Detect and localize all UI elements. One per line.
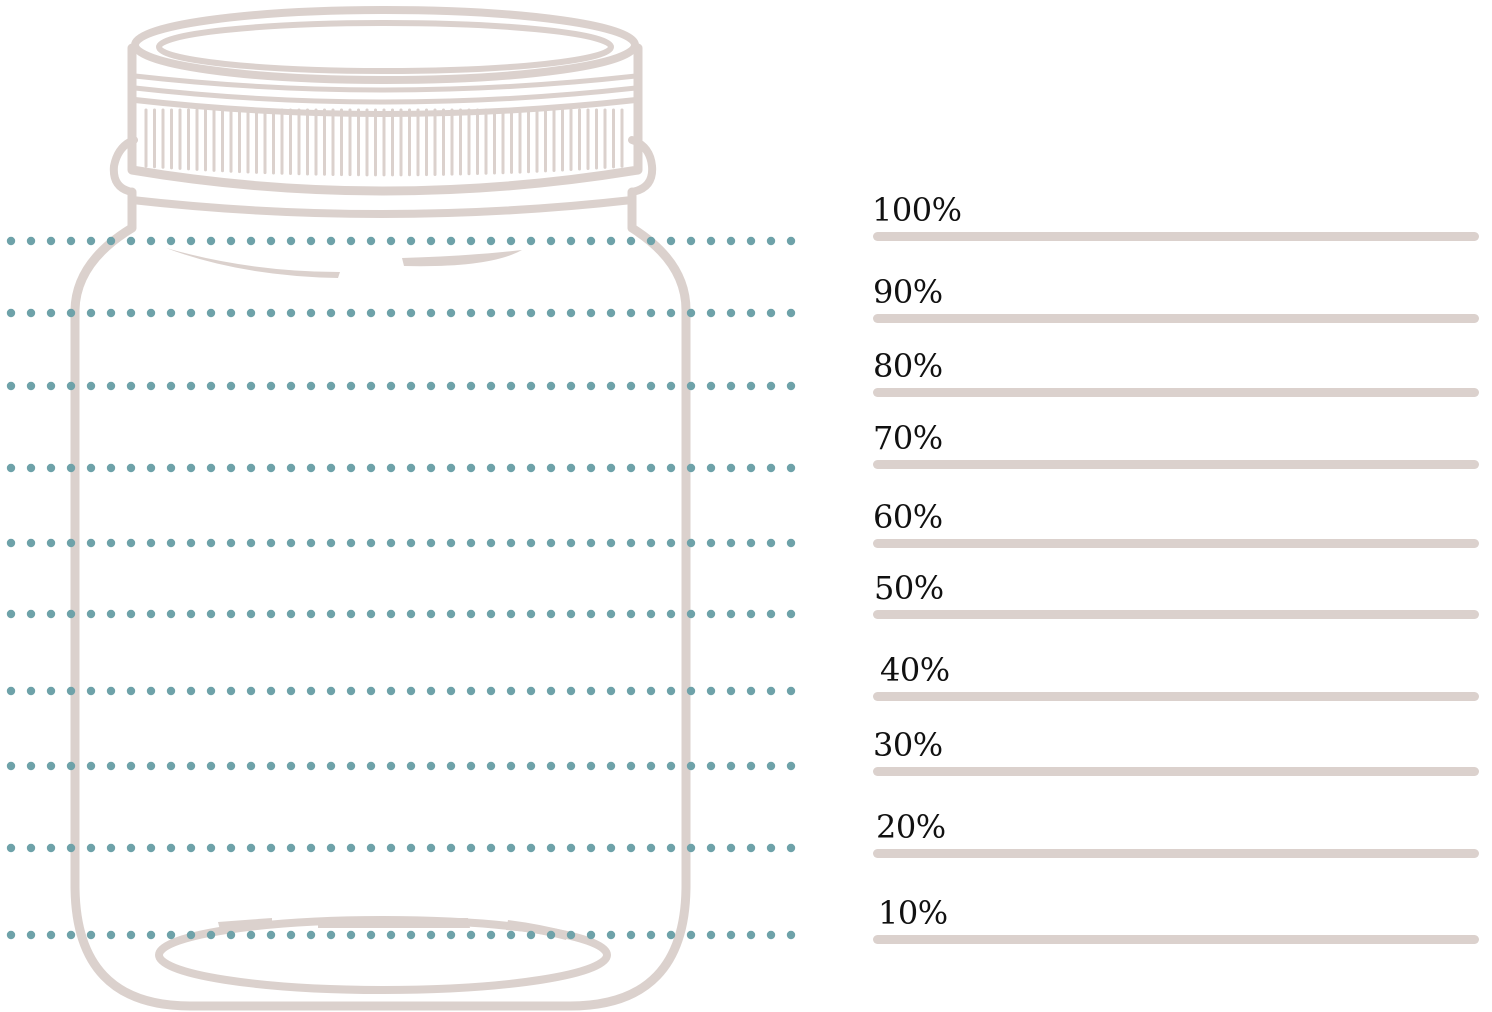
writing-line-70 — [873, 460, 1479, 469]
dotted-line-90 — [6, 308, 796, 318]
jar-lid-band — [127, 43, 643, 196]
writing-line-10 — [873, 935, 1479, 944]
dotted-line-50 — [6, 609, 796, 619]
level-label-90: 90% — [873, 273, 943, 311]
level-label-100: 100% — [872, 191, 962, 229]
dotted-line-60 — [6, 538, 796, 548]
dotted-line-30 — [6, 761, 796, 771]
writing-line-90 — [873, 314, 1479, 323]
writing-line-80 — [873, 388, 1479, 397]
level-label-60: 60% — [873, 498, 943, 536]
level-label-20: 20% — [876, 808, 946, 846]
jar-body-outline — [70, 187, 691, 1011]
level-label-80: 80% — [873, 347, 943, 385]
dotted-line-20 — [6, 843, 796, 853]
level-label-40: 40% — [880, 651, 950, 689]
writing-line-20 — [873, 849, 1479, 858]
writing-line-100 — [873, 232, 1479, 241]
writing-line-40 — [873, 692, 1479, 701]
writing-line-50 — [873, 610, 1479, 619]
level-label-50: 50% — [874, 569, 944, 607]
dotted-line-70 — [6, 463, 796, 473]
writing-line-30 — [873, 767, 1479, 776]
jar-lid-grip-ridges — [144, 108, 624, 177]
level-label-10: 10% — [878, 894, 948, 932]
level-label-30: 30% — [873, 726, 943, 764]
dotted-level-lines — [6, 236, 796, 940]
writing-line-60 — [873, 539, 1479, 548]
level-label-70: 70% — [873, 419, 943, 457]
dotted-line-80 — [6, 381, 796, 391]
dotted-line-10 — [6, 930, 796, 940]
dotted-line-100 — [6, 236, 796, 246]
jar-highlights — [166, 248, 570, 940]
jar-lid-top — [131, 6, 639, 84]
dotted-line-40 — [6, 686, 796, 696]
